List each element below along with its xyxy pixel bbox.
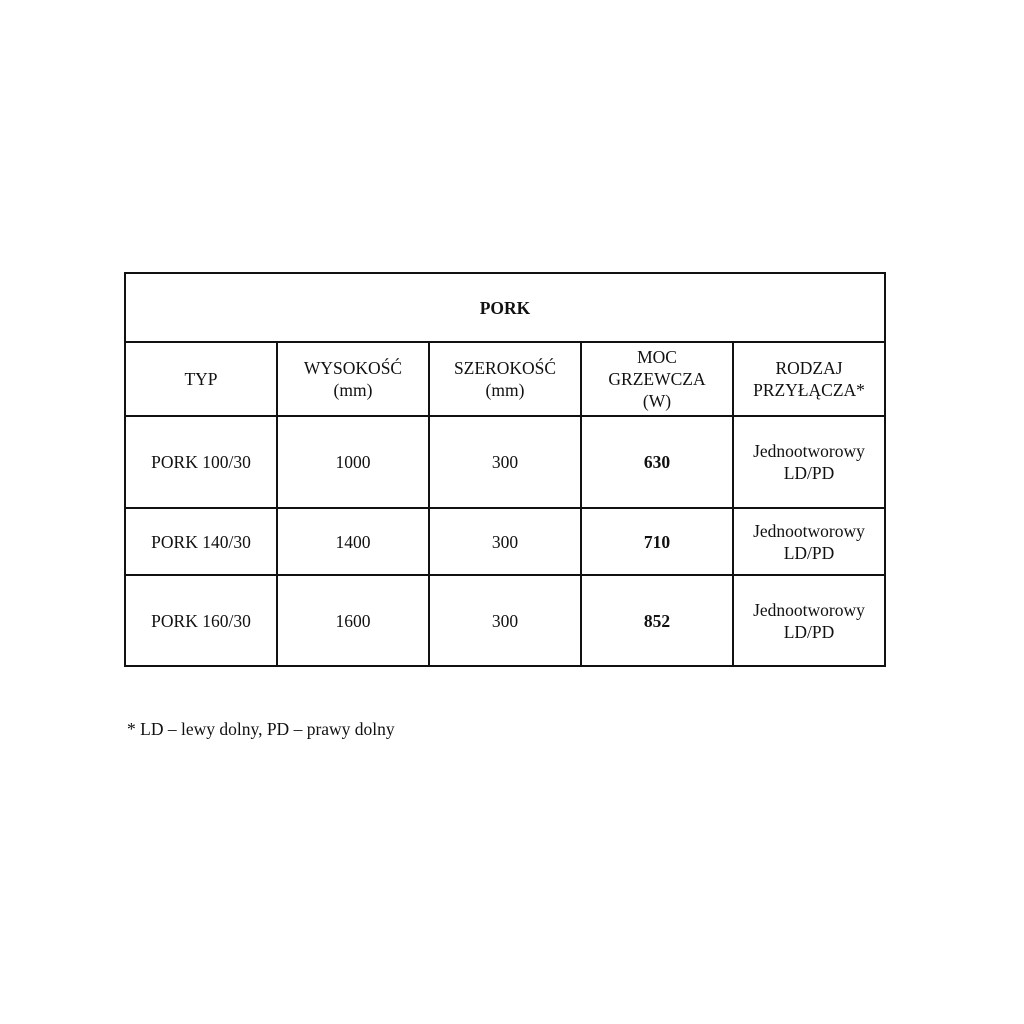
table-title: PORK bbox=[124, 272, 886, 343]
cell-typ: PORK 100/30 bbox=[124, 415, 278, 509]
cell-moc: 630 bbox=[580, 415, 734, 509]
table-row: PORK 100/30 1000 300 630 Jednootworowy LD… bbox=[124, 415, 886, 509]
cell-wysokosc: 1000 bbox=[276, 415, 430, 509]
table-row: PORK 160/30 1600 300 852 Jednootworowy LD… bbox=[124, 574, 886, 667]
cell-rodzaj: Jednootworowy LD/PD bbox=[732, 415, 886, 509]
cell-typ: PORK 160/30 bbox=[124, 574, 278, 667]
header-typ: TYP bbox=[124, 341, 278, 417]
cell-moc: 852 bbox=[580, 574, 734, 667]
cell-moc: 710 bbox=[580, 507, 734, 576]
footnote: * LD – lewy dolny, PD – prawy dolny bbox=[127, 719, 395, 739]
header-rodzaj: RODZAJ PRZYŁĄCZA* bbox=[732, 341, 886, 417]
header-szerokosc: SZEROKOŚĆ (mm) bbox=[428, 341, 582, 417]
product-table: PORK TYP WYSOKOŚĆ (mm) SZEROKOŚĆ (mm) MOC … bbox=[124, 272, 886, 667]
cell-rodzaj: Jednootworowy LD/PD bbox=[732, 507, 886, 576]
cell-wysokosc: 1400 bbox=[276, 507, 430, 576]
header-row: TYP WYSOKOŚĆ (mm) SZEROKOŚĆ (mm) MOC GRZEW… bbox=[124, 341, 886, 417]
cell-szerokosc: 300 bbox=[428, 507, 582, 576]
header-wysokosc: WYSOKOŚĆ (mm) bbox=[276, 341, 430, 417]
table-row: PORK 140/30 1400 300 710 Jednootworowy LD… bbox=[124, 507, 886, 576]
cell-szerokosc: 300 bbox=[428, 574, 582, 667]
header-moc: MOC GRZEWCZA (W) bbox=[580, 341, 734, 417]
cell-rodzaj: Jednootworowy LD/PD bbox=[732, 574, 886, 667]
cell-typ: PORK 140/30 bbox=[124, 507, 278, 576]
cell-wysokosc: 1600 bbox=[276, 574, 430, 667]
cell-szerokosc: 300 bbox=[428, 415, 582, 509]
